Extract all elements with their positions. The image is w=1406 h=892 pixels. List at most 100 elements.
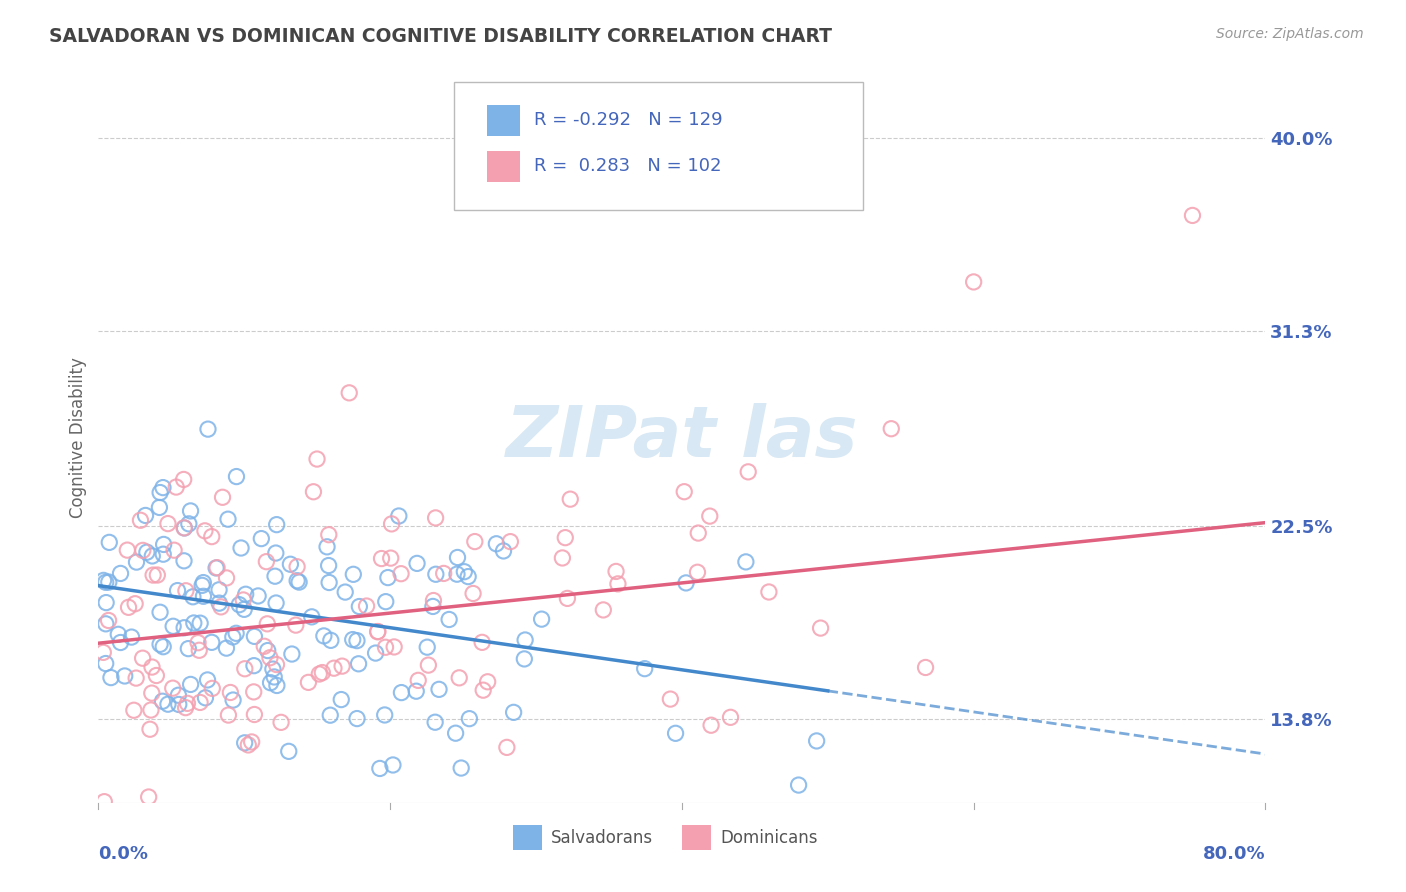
Point xyxy=(233,662,256,676)
Point xyxy=(173,554,195,568)
Point xyxy=(125,555,148,569)
Point xyxy=(374,595,396,609)
Point xyxy=(201,530,224,544)
Point xyxy=(962,275,984,289)
Point xyxy=(91,645,114,659)
Point xyxy=(700,718,723,732)
Point xyxy=(381,516,404,531)
Point xyxy=(266,657,288,672)
Point xyxy=(94,575,117,590)
Point xyxy=(737,465,759,479)
Point xyxy=(330,692,353,706)
Point xyxy=(149,485,172,500)
FancyBboxPatch shape xyxy=(682,825,711,850)
Point xyxy=(139,723,162,737)
Point xyxy=(301,610,323,624)
Point xyxy=(217,708,239,723)
Point xyxy=(98,535,121,549)
Point xyxy=(446,567,468,582)
Point xyxy=(288,575,311,590)
Point xyxy=(141,686,163,700)
Text: Source: ZipAtlas.com: Source: ZipAtlas.com xyxy=(1216,27,1364,41)
Point xyxy=(163,543,186,558)
Text: 80.0%: 80.0% xyxy=(1202,845,1265,863)
Point xyxy=(256,616,278,631)
Point xyxy=(560,492,582,507)
Point xyxy=(557,591,579,606)
Point xyxy=(437,612,460,626)
Point xyxy=(243,658,266,673)
Point xyxy=(377,571,399,585)
Text: Salvadorans: Salvadorans xyxy=(551,829,654,847)
Point xyxy=(238,738,260,752)
Text: R =  0.283   N = 102: R = 0.283 N = 102 xyxy=(534,158,721,176)
Point xyxy=(263,670,285,684)
Point xyxy=(318,527,340,541)
Point xyxy=(208,582,231,597)
Point xyxy=(197,673,219,687)
Point xyxy=(367,624,389,639)
Point xyxy=(228,598,250,612)
Point xyxy=(502,706,524,720)
Point xyxy=(551,551,574,566)
Point xyxy=(758,585,780,599)
Point xyxy=(132,543,155,558)
Point xyxy=(270,715,292,730)
Point xyxy=(259,675,281,690)
Point xyxy=(281,647,304,661)
Point xyxy=(97,614,120,628)
Point xyxy=(97,575,120,590)
Point xyxy=(367,624,389,639)
Y-axis label: Cognitive Disability: Cognitive Disability xyxy=(69,357,87,517)
Point xyxy=(141,549,163,563)
Point xyxy=(93,574,115,588)
FancyBboxPatch shape xyxy=(513,825,541,850)
Point xyxy=(554,531,576,545)
Point xyxy=(285,574,308,588)
Point xyxy=(699,509,721,524)
Point xyxy=(148,500,170,515)
Point xyxy=(165,480,187,494)
Point xyxy=(499,534,522,549)
Point xyxy=(675,575,697,590)
Point xyxy=(121,630,143,644)
Point xyxy=(284,618,307,632)
Point xyxy=(374,708,396,723)
Point xyxy=(94,657,117,671)
Point xyxy=(513,632,536,647)
Point xyxy=(194,524,217,538)
Point xyxy=(734,555,756,569)
Point xyxy=(232,593,254,607)
Point xyxy=(485,537,508,551)
Point xyxy=(264,546,287,560)
Point xyxy=(173,473,195,487)
Point xyxy=(664,726,686,740)
Point xyxy=(215,641,238,656)
Point xyxy=(364,646,387,660)
Point xyxy=(176,697,198,711)
Point xyxy=(225,626,247,640)
Point xyxy=(382,640,405,654)
Point xyxy=(323,661,346,675)
Point xyxy=(453,565,475,579)
Point xyxy=(254,555,277,569)
Point xyxy=(349,599,371,614)
Point xyxy=(381,758,404,772)
Point xyxy=(311,665,333,680)
Point xyxy=(167,698,190,712)
Point xyxy=(174,583,197,598)
Point xyxy=(174,700,197,714)
Point xyxy=(492,544,515,558)
Point xyxy=(146,568,169,582)
Point xyxy=(347,657,370,671)
Point xyxy=(194,690,217,705)
Point xyxy=(433,566,456,581)
Point xyxy=(240,735,263,749)
FancyBboxPatch shape xyxy=(486,151,520,182)
Point xyxy=(211,490,233,504)
Point xyxy=(346,712,368,726)
Point xyxy=(368,762,391,776)
Point xyxy=(606,577,628,591)
Point xyxy=(461,586,484,600)
Point xyxy=(318,558,340,573)
